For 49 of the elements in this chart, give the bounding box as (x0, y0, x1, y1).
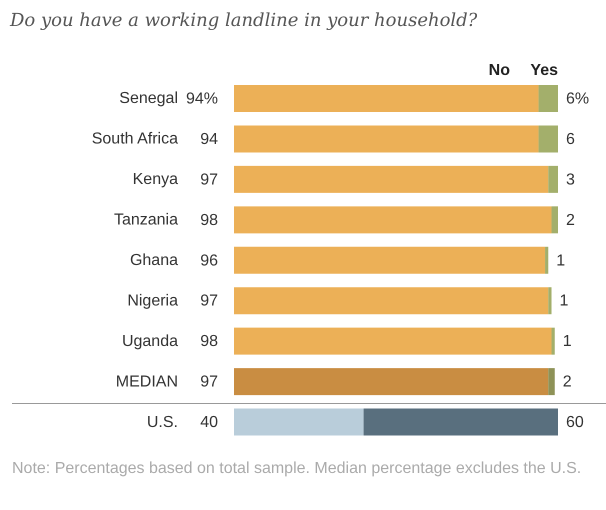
y-tick-label: South Africa (92, 130, 178, 148)
bar (545, 246, 548, 274)
data-label: 94% (186, 90, 218, 108)
bar (234, 368, 548, 396)
bar (538, 125, 558, 152)
y-tick-label: MEDIAN (116, 373, 178, 390)
data-label: 60 (566, 414, 584, 432)
data-label: 94 (200, 130, 218, 148)
data-label: 97 (200, 374, 218, 391)
data-label: 97 (200, 171, 218, 188)
y-tick-label: Kenya (132, 171, 178, 188)
bar (234, 125, 539, 152)
bar (364, 408, 558, 436)
data-label: 98 (200, 212, 218, 229)
bar (234, 85, 539, 112)
chart-title: Do you have a working landline in your household? (10, 10, 478, 31)
data-label: 98 (200, 333, 218, 350)
data-label: 3 (566, 171, 575, 188)
series-label: No (488, 62, 510, 80)
y-tick-label: U.S. (146, 414, 178, 431)
bar (234, 287, 548, 314)
y-tick-label: Tanzania (114, 212, 178, 229)
data-label: 1 (556, 252, 566, 270)
text: Note: Percentages based on total sample. Median percentage excludes the U.S. (12, 459, 582, 479)
data-label: 2 (562, 374, 572, 391)
data-label: 6 (566, 130, 575, 148)
bar (538, 85, 558, 112)
data-label: 97 (200, 292, 218, 310)
data-label: 40 (200, 414, 218, 432)
bar (234, 166, 548, 193)
data-label: 1 (560, 292, 569, 310)
bar (548, 368, 555, 396)
y-tick-label: Uganda (122, 332, 178, 350)
y-tick-label: Ghana (130, 252, 178, 269)
bar (548, 287, 552, 314)
series-label: Yes (530, 62, 558, 80)
bar (552, 328, 555, 355)
bar (234, 206, 552, 234)
data-label: 96 (200, 252, 218, 270)
y-tick-label: Senegal (119, 90, 178, 108)
y-tick-label: Nigeria (127, 292, 178, 310)
bar (234, 408, 364, 436)
bar (234, 246, 546, 274)
data-label: 2 (566, 212, 575, 229)
data-label: 1 (562, 333, 572, 350)
bar (234, 328, 552, 355)
bar (552, 206, 558, 234)
bar (548, 166, 558, 193)
data-label: 6% (566, 90, 590, 108)
